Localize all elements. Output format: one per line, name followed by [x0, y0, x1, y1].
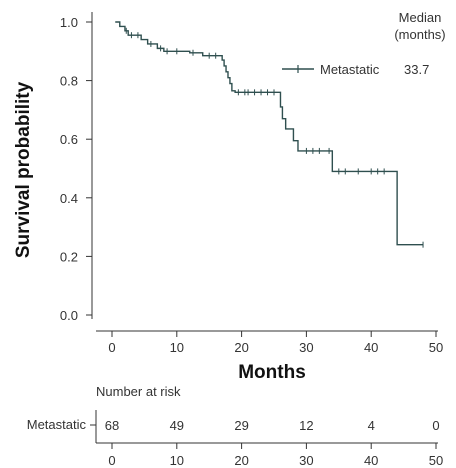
y-tick-label: 0.4: [60, 191, 78, 206]
risk-count: 29: [234, 418, 248, 433]
risk-tick-label: 40: [364, 453, 378, 468]
risk-count: 68: [105, 418, 119, 433]
x-tick-label: 20: [234, 340, 248, 355]
risk-count: 4: [368, 418, 375, 433]
x-tick-label: 50: [429, 340, 443, 355]
risk-counts: 68 49 29 12 4 0: [105, 418, 440, 433]
y-tick-label: 1.0: [60, 15, 78, 30]
number-at-risk-table: Number at risk Metastatic 68 49 29 12 4 0 0 10…: [27, 384, 443, 468]
y-tick-label: 0.2: [60, 249, 78, 264]
x-tick-label: 30: [299, 340, 313, 355]
risk-table-title: Number at risk: [96, 384, 181, 399]
x-tick-label: 40: [364, 340, 378, 355]
x-tick-label: 0: [108, 340, 115, 355]
series-group: [115, 21, 424, 248]
y-tick-label: 0.0: [60, 308, 78, 323]
legend-header-line: Median: [399, 10, 442, 25]
x-axis-title: Months: [238, 362, 306, 383]
risk-tick-label: 50: [429, 453, 443, 468]
legend-header-line: (months): [394, 27, 445, 42]
legend-series-median: 33.7: [404, 62, 429, 77]
survival-curve: [115, 21, 424, 246]
y-ticks: 0.0 0.2 0.4 0.6 0.8 1.0: [60, 15, 92, 323]
y-tick-label: 0.8: [60, 74, 78, 89]
risk-count: 12: [299, 418, 313, 433]
risk-ticks: 0 10 20 30 40 50: [108, 443, 443, 468]
x-tick-label: 10: [170, 340, 184, 355]
risk-count: 0: [432, 418, 439, 433]
plot-area: 0.0 0.2 0.4 0.6 0.8 1.0 0 10 20 30 40 50: [60, 12, 443, 355]
y-tick-label: 0.6: [60, 132, 78, 147]
y-axis-title: Survival probability: [13, 81, 34, 258]
legend-series-name: Metastatic: [320, 62, 380, 77]
risk-tick-label: 30: [299, 453, 313, 468]
legend-header: Median (months): [394, 10, 445, 42]
risk-tick-label: 10: [170, 453, 184, 468]
risk-tick-label: 0: [108, 453, 115, 468]
legend: Median (months) Metastatic 33.7: [282, 10, 446, 77]
risk-count: 49: [170, 418, 184, 433]
risk-tick-label: 20: [234, 453, 248, 468]
risk-table-group-label: Metastatic: [27, 417, 87, 432]
x-ticks: 0 10 20 30 40 50: [108, 331, 443, 355]
